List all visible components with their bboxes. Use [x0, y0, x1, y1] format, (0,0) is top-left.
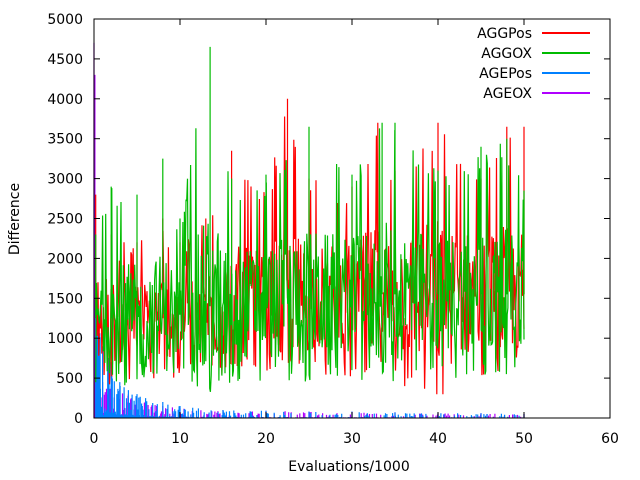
y-tick-label: 3500 — [47, 132, 83, 148]
x-tick-label: 0 — [90, 431, 99, 447]
y-tick-label: 1500 — [47, 291, 83, 307]
x-axis-label: Evaluations/1000 — [288, 459, 410, 475]
series-line-aggox — [95, 46, 525, 393]
y-tick-label: 5000 — [47, 12, 83, 28]
legend-label-aggox: AGGOX — [481, 46, 532, 62]
plot-marks — [93, 42, 525, 418]
y-tick-label: 4500 — [47, 52, 83, 68]
legend-label-aggpos: AGGPos — [477, 26, 532, 42]
legend: AGGPos AGGOX AGEPos AGEOX — [477, 26, 590, 102]
y-tick-label: 0 — [74, 411, 83, 427]
y-tick-label: 500 — [56, 371, 83, 387]
legend-label-agepos: AGEPos — [479, 66, 532, 82]
x-tick-label: 20 — [257, 431, 275, 447]
x-tick-label: 60 — [601, 431, 619, 447]
x-tick-label: 50 — [515, 431, 533, 447]
y-tick-label: 2500 — [47, 212, 83, 228]
y-tick-label: 1000 — [47, 331, 83, 347]
x-tick-label: 30 — [343, 431, 361, 447]
y-tick-label: 4000 — [47, 92, 83, 108]
legend-label-ageox: AGEOX — [483, 86, 532, 102]
y-axis-label: Difference — [7, 183, 23, 255]
x-tick-label: 10 — [171, 431, 189, 447]
axis-ticks — [93, 18, 611, 419]
axis-tick-labels: 0 10 20 30 40 50 60 0 500 1000 1500 2000 2500 3000 350… — [47, 12, 619, 447]
y-tick-label: 3000 — [47, 172, 83, 188]
x-tick-label: 40 — [429, 431, 447, 447]
y-tick-label: 2000 — [47, 251, 83, 267]
